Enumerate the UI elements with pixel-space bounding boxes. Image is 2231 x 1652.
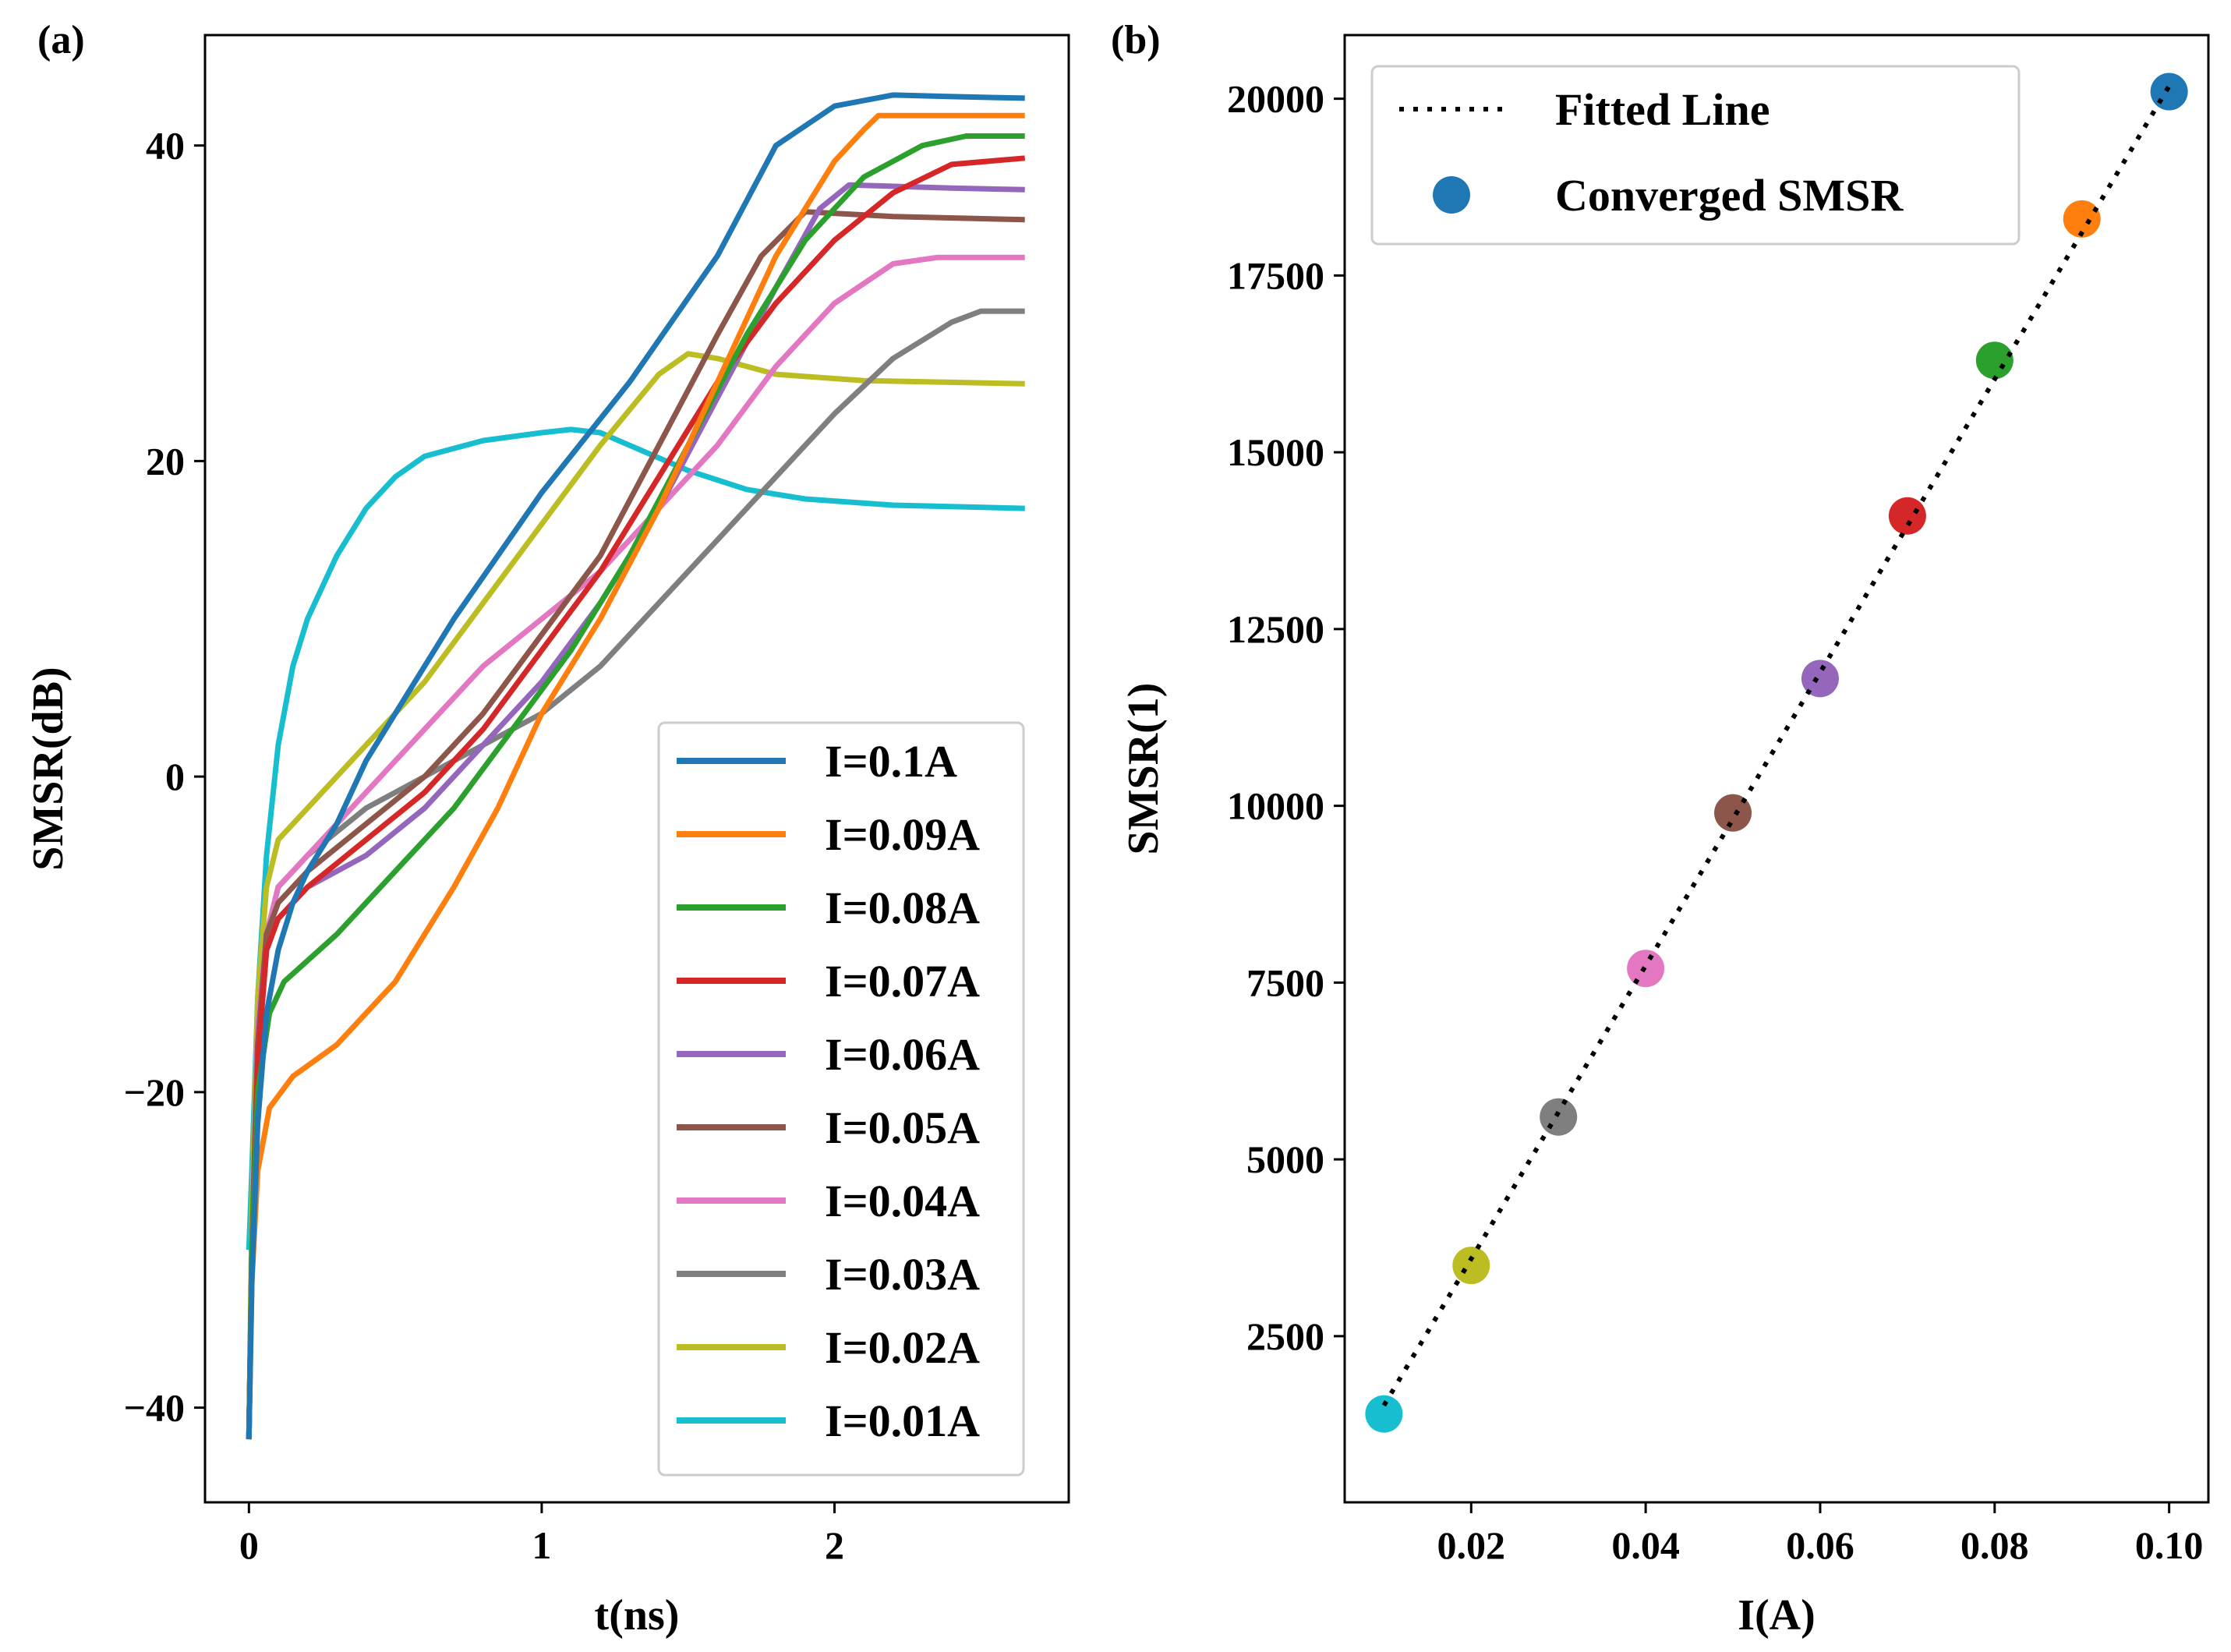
legend-label-i-0-03a: I=0.03A	[825, 1249, 980, 1300]
legend-label-i-0-02a: I=0.02A	[825, 1322, 980, 1373]
x-tick-label: 0.06	[1786, 1523, 1854, 1567]
panel-b-x-label: I(A)	[1738, 1591, 1816, 1640]
legend-fitted-line-label: Fitted Line	[1555, 84, 1770, 135]
y-tick-label: 7500	[1246, 960, 1324, 1004]
data-point-3	[1540, 1098, 1578, 1136]
legend-label-i-0-09a: I=0.09A	[825, 809, 980, 860]
panel-b-legend: Fitted Line Converged SMSR	[1370, 65, 2021, 246]
panel-a-x-label: t(ns)	[595, 1591, 680, 1640]
panel-b-frame	[1343, 34, 2210, 1504]
panel-a: (a) 0 1 2 −40 −20 0 20 40 t(ns) SMSR(dB) I=0.1…	[24, 18, 1070, 1640]
y-tick-label: 17500	[1227, 253, 1324, 297]
x-tick-label: 0.04	[1611, 1523, 1680, 1567]
legend-label-i-0-05a: I=0.05A	[825, 1102, 980, 1153]
panel-a-frame	[203, 34, 1070, 1504]
data-point-6	[1801, 660, 1839, 698]
y-tick-label: −20	[124, 1070, 186, 1114]
data-point-1	[1365, 1395, 1403, 1433]
panel-b-y-label: SMSR(1)	[1119, 683, 1168, 855]
y-tick-label: −40	[124, 1386, 186, 1430]
data-point-8	[1975, 341, 2014, 380]
y-tick-label: 10000	[1227, 784, 1324, 828]
y-tick-label: 0	[165, 755, 185, 798]
panel-a-legend: I=0.1A I=0.09A I=0.08A I=0.07A I=0.06A I=0.05…	[657, 721, 1025, 1477]
legend-label-i-0-04a: I=0.04A	[825, 1176, 980, 1226]
legend-label-i-0-1a: I=0.1A	[825, 736, 957, 787]
x-tick-label: 1	[532, 1523, 551, 1567]
x-tick-label: 2	[825, 1523, 844, 1567]
legend-converged-smsr-marker	[1433, 176, 1470, 214]
series-line-i-0-01a	[246, 426, 1025, 1250]
x-tick-label: 0.10	[2135, 1523, 2204, 1567]
fitted-line	[1381, 84, 2172, 1407]
data-point-2	[1452, 1247, 1490, 1285]
data-point-9	[2063, 200, 2101, 238]
y-tick-label: 20000	[1227, 77, 1324, 121]
panel-a-x-ticks: 0 1 2	[239, 1502, 844, 1567]
y-tick-label: 12500	[1227, 607, 1324, 651]
y-tick-label: 20	[146, 439, 185, 483]
x-tick-label: 0	[239, 1523, 259, 1567]
legend-label-i-0-08a: I=0.08A	[825, 883, 980, 933]
panel-a-legend-items: I=0.1A I=0.09A I=0.08A I=0.07A I=0.06A I=0.05…	[677, 736, 980, 1446]
panel-a-y-label: SMSR(dB)	[24, 667, 72, 870]
y-tick-label: 2500	[1246, 1314, 1324, 1358]
series-line-i-0-07a	[246, 155, 1026, 1440]
x-tick-label: 0.02	[1437, 1523, 1506, 1567]
panel-b-plot-group	[1365, 73, 2188, 1433]
legend-label-i-0-06a: I=0.06A	[825, 1029, 980, 1080]
panel-a-series-group	[246, 92, 1026, 1440]
series-line-i-0-1a	[246, 92, 1025, 1440]
panel-b-legend-box	[1370, 65, 2021, 246]
data-point-10	[2150, 73, 2188, 111]
data-point-7	[1888, 497, 1926, 535]
y-tick-label: 5000	[1246, 1137, 1324, 1181]
legend-label-i-0-07a: I=0.07A	[825, 956, 980, 1006]
panel-a-legend-box	[657, 721, 1025, 1477]
y-tick-label: 15000	[1227, 430, 1324, 474]
panel-b: (b) 0.02 0.04 0.06 0.08 0.10 2500 5000 7500 100…	[1111, 18, 2210, 1640]
data-point-5	[1714, 794, 1752, 832]
y-tick-label: 40	[146, 124, 185, 168]
panel-b-x-ticks: 0.02 0.04 0.06 0.08 0.10	[1437, 1502, 2204, 1567]
x-tick-label: 0.08	[1961, 1523, 2029, 1567]
panel-b-label: (b)	[1111, 18, 1161, 62]
panel-b-y-ticks: 2500 5000 7500 10000 12500 15000 17500 20000	[1227, 77, 1345, 1358]
panel-a-label: (a)	[37, 18, 85, 62]
series-line-i-0-09a	[246, 112, 1025, 1440]
legend-converged-smsr-label: Converged SMSR	[1555, 170, 1904, 221]
legend-label-i-0-01a: I=0.01A	[825, 1396, 980, 1446]
panel-a-y-ticks: −40 −20 0 20 40	[124, 124, 205, 1430]
